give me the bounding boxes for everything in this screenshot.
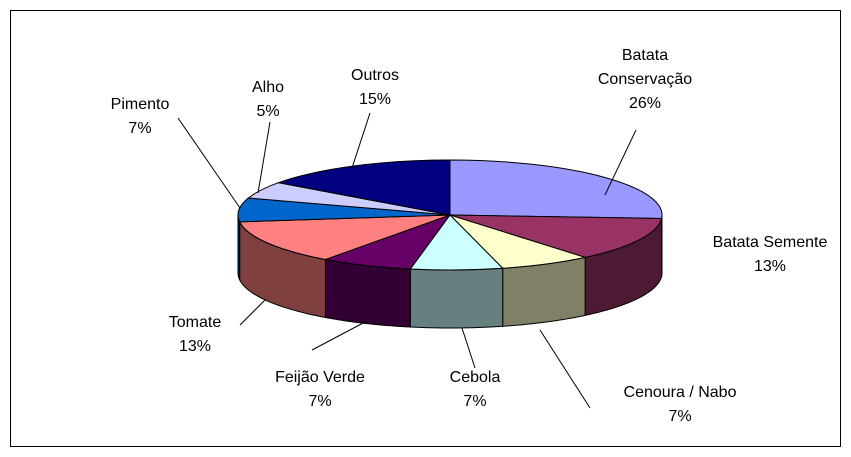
slice-label: Tomate 13% bbox=[169, 311, 221, 359]
value-label: 26% bbox=[628, 95, 662, 112]
slice-label: Feijão Verde 7% bbox=[275, 366, 365, 414]
leader-line bbox=[351, 112, 371, 169]
leader-line bbox=[239, 299, 266, 326]
pie-slice bbox=[449, 214, 663, 258]
pie-slice bbox=[276, 159, 451, 216]
leader-line bbox=[604, 129, 637, 196]
value-label: 7% bbox=[308, 393, 332, 410]
leader-line bbox=[177, 117, 241, 209]
slice-label: Alho 5% bbox=[252, 76, 284, 124]
slice-label: Cenoura / Nabo 7% bbox=[624, 381, 737, 429]
value-label: 7% bbox=[668, 408, 692, 425]
slice-label: Batata Semente 13% bbox=[713, 231, 828, 279]
slice-label: Cebola 7% bbox=[450, 366, 501, 414]
value-label: 13% bbox=[753, 258, 787, 275]
value-label: 7% bbox=[463, 393, 487, 410]
category-label: Alho bbox=[251, 79, 285, 96]
slice-label: Outros 15% bbox=[351, 64, 399, 112]
pie-slice bbox=[449, 159, 663, 219]
category-label: Tomate bbox=[168, 314, 222, 331]
value-label: 7% bbox=[128, 120, 152, 137]
value-label: 15% bbox=[358, 91, 392, 108]
slice-label: Pimento 7% bbox=[111, 93, 170, 141]
value-label: 5% bbox=[256, 103, 280, 120]
leader-line bbox=[539, 329, 591, 409]
category-label: Batata Semente bbox=[712, 234, 828, 251]
pie-side bbox=[409, 267, 504, 329]
leader-line bbox=[257, 121, 271, 194]
pie-side bbox=[237, 214, 241, 281]
pie-slice bbox=[238, 214, 451, 261]
value-label: 13% bbox=[178, 338, 212, 355]
category-label: Outros bbox=[350, 67, 400, 84]
slice-label: Batata Conservação 26% bbox=[585, 44, 705, 116]
category-label: Cenoura / Nabo bbox=[623, 384, 737, 401]
pie-side bbox=[324, 258, 411, 328]
category-label: Pimento bbox=[110, 96, 170, 113]
category-label: Feijão Verde bbox=[275, 369, 365, 386]
category-label: Batata Conservação bbox=[597, 47, 693, 88]
leader-line bbox=[311, 321, 366, 351]
leader-line bbox=[461, 327, 476, 369]
category-label: Cebola bbox=[449, 369, 501, 386]
